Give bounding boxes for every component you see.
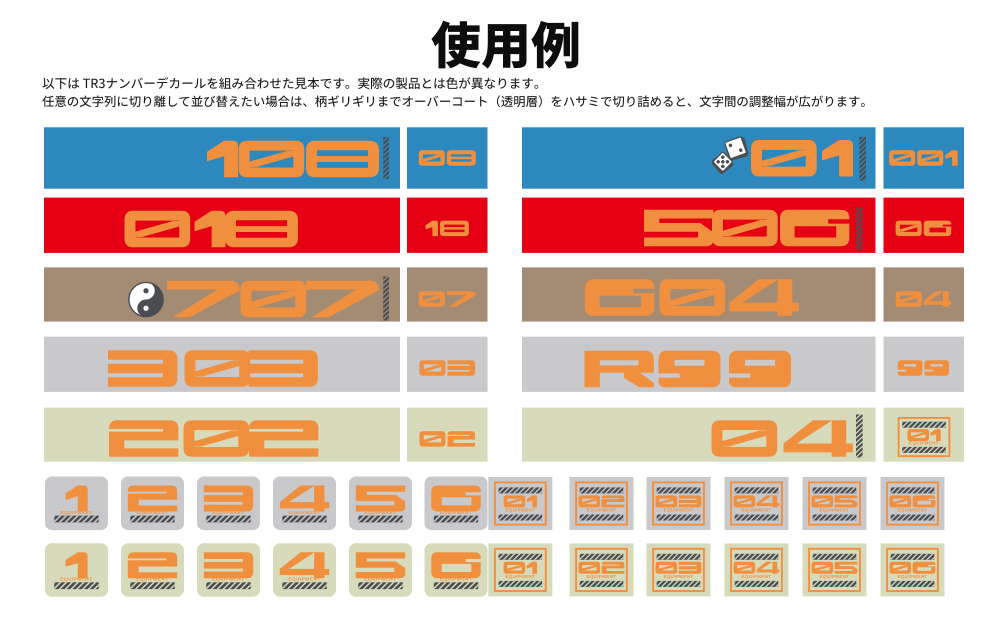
svg-text:EQUIPMENT: EQUIPMENT xyxy=(898,507,928,512)
svg-text:EQUIPMENT: EQUIPMENT xyxy=(587,574,617,579)
svg-text:EQUIPMENT: EQUIPMENT xyxy=(587,507,617,512)
svg-text:EQUIPMENT: EQUIPMENT xyxy=(440,510,472,515)
svg-text:EQUIPMENT: EQUIPMENT xyxy=(909,440,939,445)
svg-text:EQUIPMENT: EQUIPMENT xyxy=(664,574,694,579)
svg-text:EQUIPMENT: EQUIPMENT xyxy=(898,574,928,579)
svg-text:EQUIPMENT: EQUIPMENT xyxy=(364,577,396,582)
svg-text:EQUIPMENT: EQUIPMENT xyxy=(664,507,694,512)
svg-text:EQUIPMENT: EQUIPMENT xyxy=(364,510,396,515)
svg-text:EQUIPMENT: EQUIPMENT xyxy=(288,577,320,582)
svg-text:EQUIPMENT: EQUIPMENT xyxy=(505,574,535,579)
svg-text:EQUIPMENT: EQUIPMENT xyxy=(742,574,772,579)
svg-text:EQUIPMENT: EQUIPMENT xyxy=(820,507,850,512)
svg-text:EQUIPMENT: EQUIPMENT xyxy=(212,510,244,515)
svg-text:EQUIPMENT: EQUIPMENT xyxy=(136,510,168,515)
svg-text:EQUIPMENT: EQUIPMENT xyxy=(212,577,244,582)
svg-text:EQUIPMENT: EQUIPMENT xyxy=(505,507,535,512)
svg-text:EQUIPMENT: EQUIPMENT xyxy=(60,577,92,582)
svg-text:EQUIPMENT: EQUIPMENT xyxy=(288,510,320,515)
svg-text:EQUIPMENT: EQUIPMENT xyxy=(820,574,850,579)
svg-text:EQUIPMENT: EQUIPMENT xyxy=(440,577,472,582)
svg-text:EQUIPMENT: EQUIPMENT xyxy=(136,577,168,582)
svg-text:EQUIPMENT: EQUIPMENT xyxy=(742,507,772,512)
svg-text:EQUIPMENT: EQUIPMENT xyxy=(60,510,92,515)
